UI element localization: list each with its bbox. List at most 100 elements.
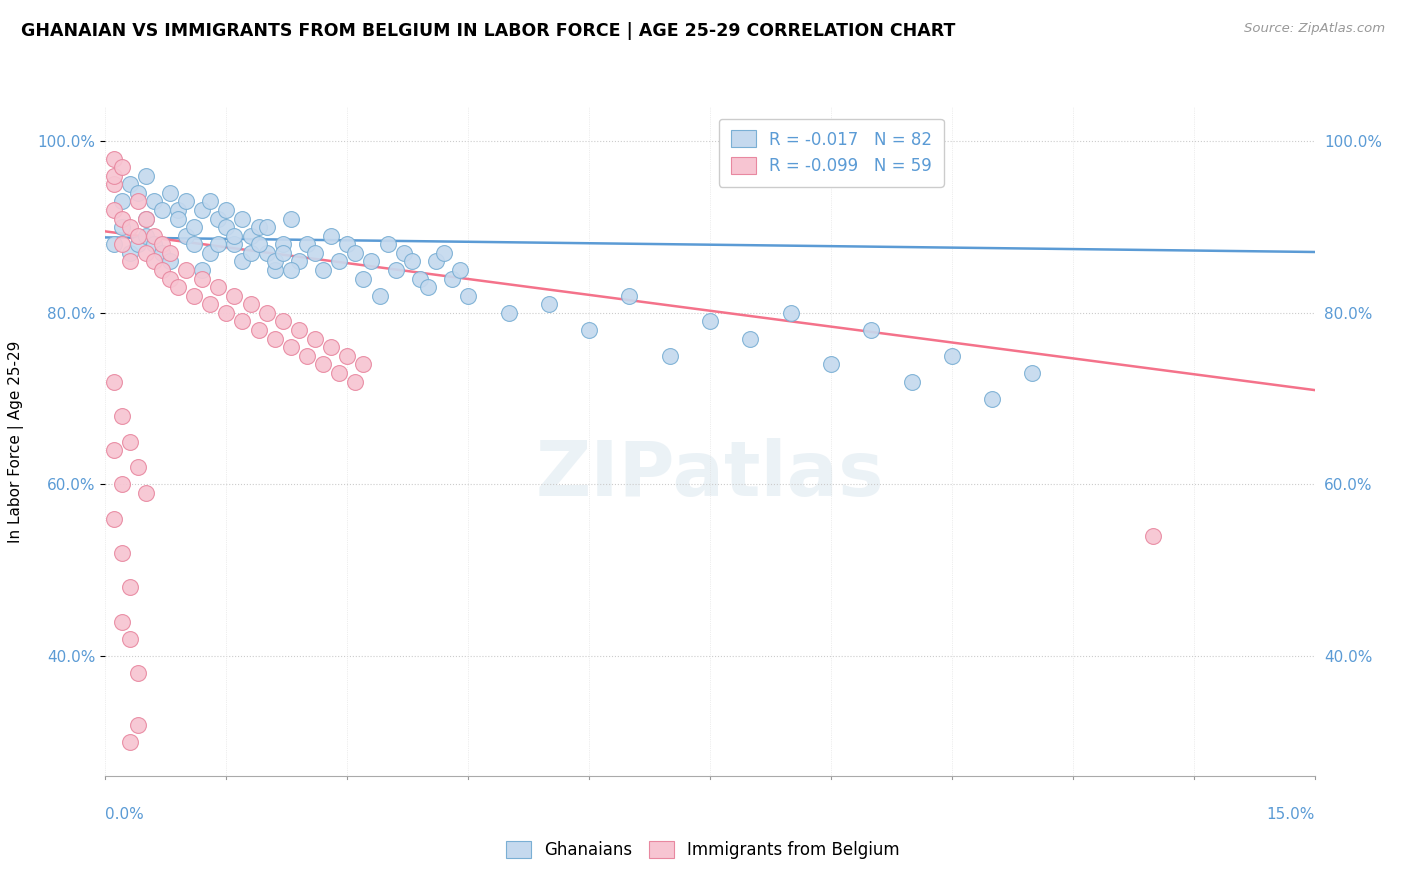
Point [328,254,350,268]
Point [344,375,367,389]
Point [118,254,141,268]
Point [118,220,141,235]
Point [215,220,238,235]
Point [384,263,406,277]
Point [118,580,141,594]
Point [191,263,214,277]
Point [150,245,173,260]
Point [200,194,222,209]
Point [658,349,681,363]
Point [103,375,125,389]
Point [103,202,125,217]
Text: 15.0%: 15.0% [1267,807,1315,822]
Point [150,263,173,277]
Point [256,306,278,320]
Point [263,263,285,277]
Point [981,392,1004,406]
Point [280,211,302,226]
Point [271,314,294,328]
Point [295,349,318,363]
Point [295,237,318,252]
Point [263,254,285,268]
Point [118,178,141,192]
Point [224,237,246,252]
Point [118,735,141,749]
Point [174,228,197,243]
Point [239,228,262,243]
Point [449,263,471,277]
Point [288,323,311,337]
Point [174,263,197,277]
Point [231,314,253,328]
Point [118,434,141,449]
Point [127,228,149,243]
Y-axis label: In Labor Force | Age 25-29: In Labor Force | Age 25-29 [8,341,24,542]
Point [288,254,311,268]
Point [224,289,246,303]
Point [247,220,270,235]
Point [425,254,447,268]
Point [352,357,374,371]
Point [441,271,464,285]
Point [110,211,132,226]
Point [103,443,125,458]
Point [321,228,343,243]
Point [401,254,423,268]
Point [159,245,181,260]
Point [103,152,125,166]
Point [110,194,132,209]
Text: ZIPatlas: ZIPatlas [536,438,884,512]
Point [304,332,326,346]
Point [159,254,181,268]
Point [215,202,238,217]
Point [127,717,149,731]
Point [941,349,963,363]
Point [280,340,302,354]
Point [103,512,125,526]
Point [377,237,399,252]
Point [409,271,432,285]
Point [142,228,165,243]
Point [247,323,270,337]
Point [352,271,374,285]
Point [200,297,222,311]
Point [1021,366,1043,380]
Point [183,220,205,235]
Point [231,254,253,268]
Point [200,245,222,260]
Point [578,323,600,337]
Point [150,202,173,217]
Point [304,245,326,260]
Point [174,194,197,209]
Point [433,245,456,260]
Point [110,615,132,629]
Point [224,228,246,243]
Point [103,178,125,192]
Point [159,186,181,200]
Point [860,323,883,337]
Point [110,409,132,423]
Point [110,160,132,174]
Point [150,237,173,252]
Point [280,263,302,277]
Point [215,306,238,320]
Point [159,271,181,285]
Point [103,237,125,252]
Point [247,237,270,252]
Point [392,245,415,260]
Point [498,306,520,320]
Point [110,546,132,560]
Point [118,632,141,646]
Point [183,289,205,303]
Point [167,202,190,217]
Point [263,332,285,346]
Point [457,289,479,303]
Point [110,220,132,235]
Point [191,202,214,217]
Point [142,194,165,209]
Point [779,306,801,320]
Point [135,245,157,260]
Point [271,237,294,252]
Point [103,169,125,183]
Point [231,211,253,226]
